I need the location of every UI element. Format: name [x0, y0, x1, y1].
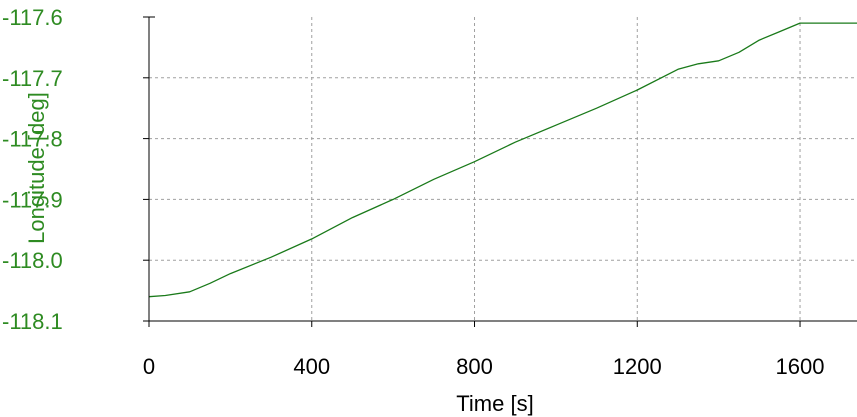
series-layer: [148, 22, 857, 298]
longitude-line: [148, 22, 857, 298]
y-tick-label: -117.6: [2, 5, 63, 30]
y-tick-label: -117.7: [2, 66, 63, 91]
x-tick-label: 0: [143, 354, 155, 379]
y-tick-label: -118.1: [2, 309, 63, 334]
axes: [148, 16, 857, 322]
grid-lines: [149, 17, 857, 321]
y-tick-label: -118.0: [2, 248, 63, 273]
x-tick-label: 400: [293, 354, 330, 379]
y-tick-label: -117.8: [2, 127, 63, 152]
y-tick-label: -117.9: [2, 187, 63, 212]
x-tick-label: 1200: [613, 354, 662, 379]
y-axis-ticks: -117.6 -117.7 -117.8 -117.9 -118.0 -118.1: [2, 5, 149, 334]
y-axis-label: Longitude [deg]: [24, 92, 49, 244]
x-tick-label: 800: [456, 354, 493, 379]
x-axis-ticks: 0 400 800 1200 1600: [143, 321, 825, 379]
x-tick-label: 1600: [776, 354, 825, 379]
x-axis-label: Time [s]: [456, 391, 533, 416]
